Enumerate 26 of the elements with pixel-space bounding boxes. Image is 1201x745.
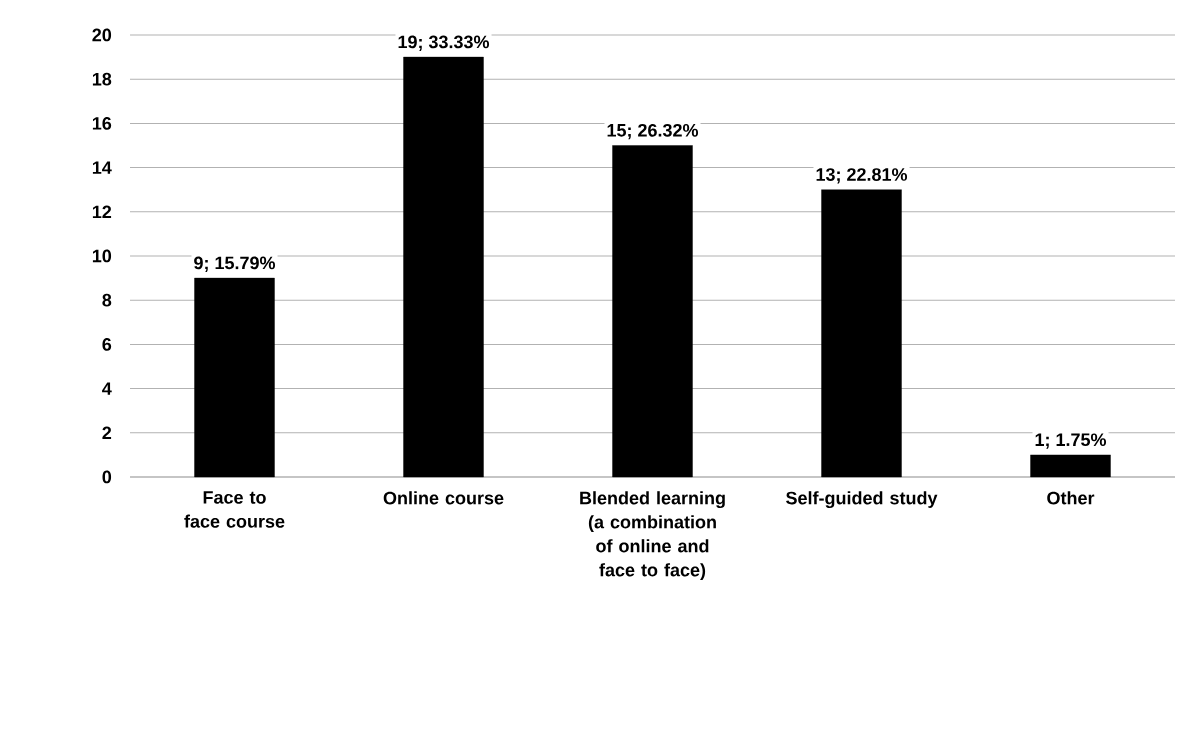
y-tick-label: 2 (102, 426, 112, 440)
bar (403, 56, 484, 478)
data-label: 19; 33.33% (398, 35, 490, 51)
y-tick-label: 20 (92, 28, 112, 42)
y-tick-label: 12 (92, 205, 112, 219)
x-tick-label: Face to face course (184, 491, 285, 528)
y-tick-label: 18 (92, 72, 112, 86)
bar (1030, 454, 1111, 478)
x-tick-label: Self-guided study (786, 491, 938, 509)
x-tick-label: Other (1047, 491, 1095, 505)
bar (821, 189, 902, 478)
data-label: 1; 1.75% (1035, 433, 1107, 449)
y-tick-label: 8 (102, 293, 112, 307)
y-tick-label: 10 (92, 249, 112, 263)
y-tick-label: 4 (102, 382, 112, 395)
x-tick-label: Blended learning (a combination of online and face to face) (580, 491, 725, 580)
y-tick-label: 6 (102, 338, 112, 351)
bar (194, 277, 275, 478)
bar (612, 145, 693, 478)
y-tick-label: 16 (92, 117, 112, 130)
y-tick-label: 0 (102, 470, 112, 484)
data-label: 15; 26.32% (607, 123, 699, 140)
data-label: 13; 22.81% (816, 168, 908, 184)
data-label: 9; 15.79% (194, 256, 276, 272)
y-tick-label: 14 (92, 161, 112, 174)
x-tick-label: Online course (383, 491, 504, 505)
